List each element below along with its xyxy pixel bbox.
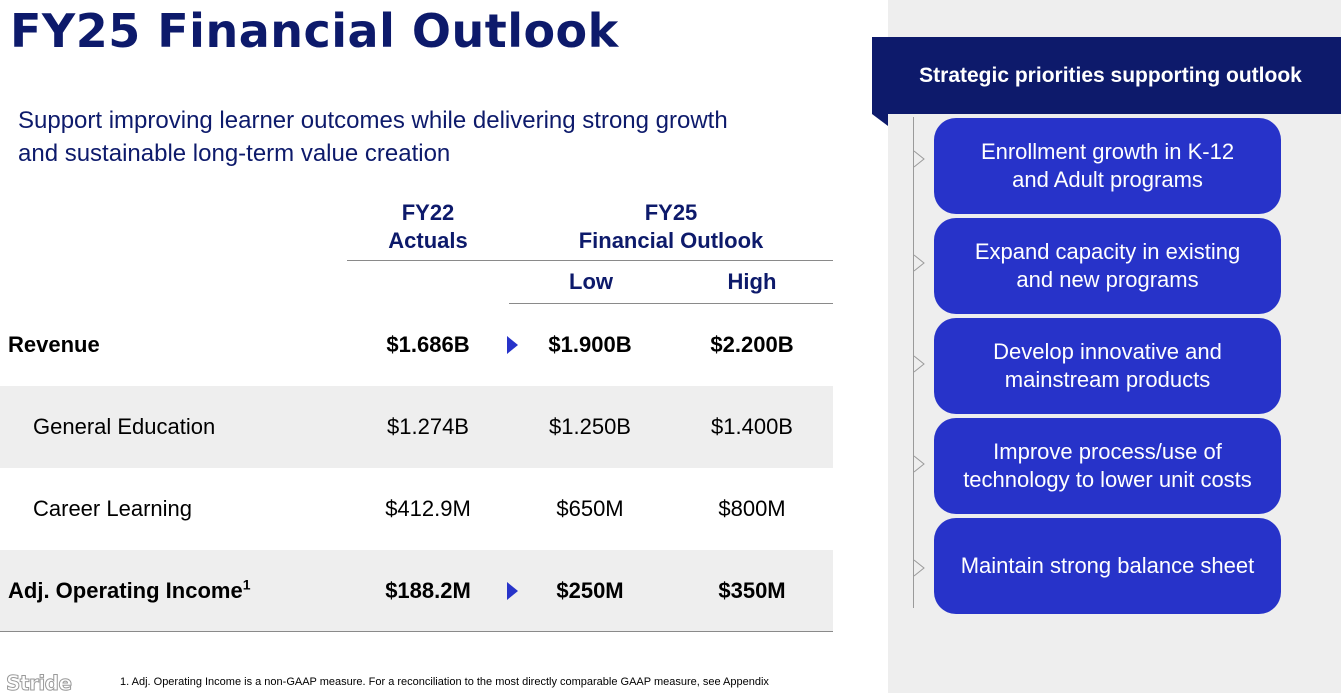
priority-item-capacity: Expand capacity in existing and new prog… <box>934 218 1281 314</box>
cell-fy22: $1.274B <box>387 414 469 439</box>
column-header-fy22-line1: FY22 <box>401 200 455 225</box>
row-label: General Education <box>33 414 216 439</box>
priority-line-2: mainstream products <box>1004 367 1211 392</box>
triangle-right-icon <box>507 582 518 600</box>
row-label-text: Adj. Operating Income <box>8 578 243 603</box>
priority-line-1: Enrollment growth in K-12 <box>980 139 1235 164</box>
footnote: 1. Adj. Operating Income is a non-GAAP m… <box>120 676 769 688</box>
table-row-general-education: General Education $1.274B $1.250B $1.400… <box>0 386 833 468</box>
priority-line-2: and Adult programs <box>1012 167 1203 192</box>
cell-high: $800M <box>718 496 786 521</box>
subtitle: Support improving learner outcomes while… <box>18 104 838 170</box>
row-label: Revenue <box>8 332 100 357</box>
page-title: FY25 Financial Outlook <box>10 4 619 58</box>
priority-line-1: Develop innovative and <box>993 339 1222 364</box>
cell-low: $250M <box>556 578 624 603</box>
priority-line-1: Improve process/use of <box>993 439 1222 464</box>
priority-item-products: Develop innovative and mainstream produc… <box>934 318 1281 414</box>
chevron-tick-icon <box>914 455 925 473</box>
chevron-tick-icon <box>914 559 925 577</box>
priority-line-2: technology to lower unit costs <box>963 467 1252 492</box>
priority-item-enrollment: Enrollment growth in K-12 and Adult prog… <box>934 118 1281 214</box>
column-header-high: High <box>727 269 777 294</box>
table-row-revenue: Revenue $1.686B $1.900B $2.200B <box>0 304 833 386</box>
priority-item-process: Improve process/use of technology to low… <box>934 418 1281 514</box>
cell-low: $1.900B <box>548 332 632 357</box>
header-notch <box>872 114 888 126</box>
row-label: Adj. Operating Income1 <box>8 550 251 632</box>
chevron-tick-icon <box>914 150 925 168</box>
column-header-fy22: FY22 Actuals <box>348 199 508 255</box>
cell-low: $650M <box>556 496 624 521</box>
column-header-fy25: FY25 Financial Outlook <box>511 199 831 255</box>
cell-fy22: $188.2M <box>385 578 471 603</box>
column-header-low: Low <box>569 269 613 294</box>
table-row-career-learning: Career Learning $412.9M $650M $800M <box>0 468 833 550</box>
subtitle-line-2: and sustainable long-term value creation <box>18 140 451 167</box>
row-label: Career Learning <box>33 496 192 521</box>
subtitle-line-1: Support improving learner outcomes while… <box>18 107 728 134</box>
cell-high: $1.400B <box>711 414 793 439</box>
column-header-fy22-line2: Actuals <box>388 228 468 253</box>
column-header-fy25-line1: FY25 <box>644 200 698 225</box>
triangle-right-icon <box>507 336 518 354</box>
cell-fy22: $1.686B <box>386 332 470 357</box>
cell-high: $350M <box>718 578 786 603</box>
stride-logo: Stride <box>6 671 73 695</box>
cell-high: $2.200B <box>710 332 794 357</box>
footnote-marker: 1 <box>242 576 251 593</box>
header-divider-bottom <box>509 303 833 304</box>
priority-item-balance-sheet: Maintain strong balance sheet <box>934 518 1281 614</box>
cell-fy22: $412.9M <box>385 496 471 521</box>
priority-line-1: Expand capacity in existing <box>974 239 1241 264</box>
bracket-line <box>913 117 914 608</box>
header-divider-top <box>347 260 833 261</box>
column-header-fy25-line2: Financial Outlook <box>578 228 764 253</box>
table-bottom-divider <box>0 631 833 632</box>
panel-header: Strategic priorities supporting outlook <box>872 37 1341 114</box>
chevron-tick-icon <box>914 254 925 272</box>
priority-line-1: Maintain strong balance sheet <box>960 553 1255 578</box>
cell-low: $1.250B <box>549 414 631 439</box>
table-row-adj-operating-income: Adj. Operating Income1 $188.2M $250M $35… <box>0 550 833 632</box>
priority-line-2: and new programs <box>1016 267 1199 292</box>
chevron-tick-icon <box>914 355 925 373</box>
